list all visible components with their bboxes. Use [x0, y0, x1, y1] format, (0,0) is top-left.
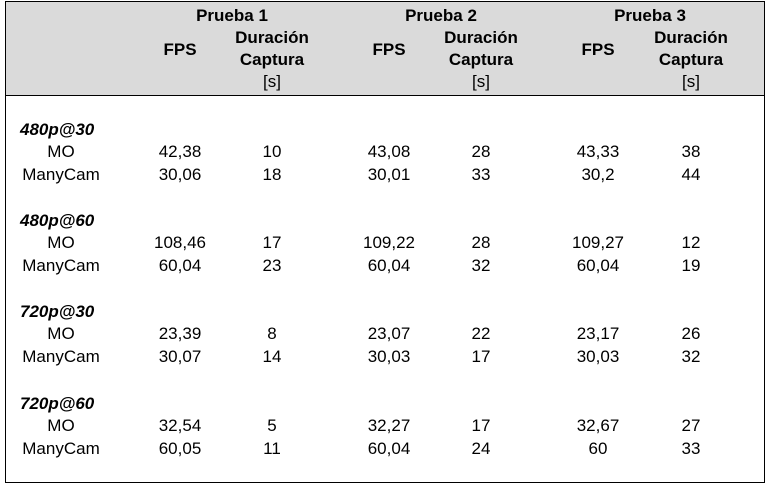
cell-duration-2: 28	[471, 233, 491, 252]
cell-duration-1: 17	[262, 233, 282, 252]
results-table: Prueba 1 FPS Duración Captura [s] Prueba…	[5, 1, 765, 483]
cell-fps-2: 109,22	[363, 233, 415, 252]
cell-fps-2: 30,03	[367, 347, 411, 366]
cell-fps-1: 23,39	[158, 324, 202, 343]
cell-fps-3: 60,04	[576, 256, 620, 275]
row-label-manycam: ManyCam	[22, 165, 100, 184]
cell-duration-3: 38	[681, 142, 701, 161]
cell-fps-3: 60	[588, 439, 608, 458]
group-label-480p60: 480p@60	[20, 211, 95, 230]
group-label-480p30: 480p@30	[20, 120, 95, 139]
cell-fps-2: 60,04	[367, 256, 411, 275]
cell-fps-1: 30,07	[158, 347, 202, 366]
cell-duration-2: 22	[471, 324, 491, 343]
row-label-mo: MO	[47, 324, 75, 343]
group-label-720p60: 720p@60	[20, 394, 95, 413]
cell-duration-1: 18	[262, 165, 282, 184]
test-1-fps-header: FPS	[163, 40, 197, 59]
cell-duration-3: 27	[681, 416, 701, 435]
cell-fps-3: 43,33	[576, 142, 620, 161]
duration-label-line2: Captura	[658, 50, 724, 69]
cell-duration-2: 17	[471, 416, 491, 435]
cell-duration-2: 28	[471, 142, 491, 161]
test-3-title: Prueba 3	[614, 6, 686, 25]
cell-fps-2: 32,27	[367, 416, 411, 435]
duration-label-line1: Duración	[654, 28, 728, 47]
cell-duration-3: 33	[681, 439, 701, 458]
cell-fps-3: 23,17	[576, 324, 620, 343]
cell-fps-3: 30,2	[581, 165, 615, 184]
test-3-duration-header: Duración Captura [s]	[654, 27, 728, 93]
duration-label-line1: Duración	[444, 28, 518, 47]
cell-fps-1: 60,05	[158, 439, 202, 458]
cell-duration-1: 14	[262, 347, 282, 366]
cell-fps-2: 60,04	[367, 439, 411, 458]
test-1-title: Prueba 1	[196, 6, 268, 25]
cell-duration-1: 8	[267, 324, 277, 343]
duration-unit: [s]	[472, 72, 490, 91]
test-2-fps-header: FPS	[372, 40, 406, 59]
test-2-title: Prueba 2	[405, 6, 477, 25]
cell-fps-1: 30,06	[158, 165, 202, 184]
row-label-mo: MO	[47, 416, 75, 435]
row-label-manycam: ManyCam	[22, 256, 100, 275]
row-label-mo: MO	[47, 233, 75, 252]
cell-duration-3: 32	[681, 347, 701, 366]
duration-label-line2: Captura	[239, 50, 305, 69]
cell-fps-2: 23,07	[367, 324, 411, 343]
duration-unit: [s]	[682, 72, 700, 91]
cell-fps-1: 108,46	[154, 233, 206, 252]
cell-fps-3: 30,03	[576, 347, 620, 366]
table-header: Prueba 1 FPS Duración Captura [s] Prueba…	[6, 2, 764, 96]
cell-duration-2: 33	[471, 165, 491, 184]
cell-duration-1: 11	[263, 439, 281, 458]
cell-duration-1: 10	[262, 142, 282, 161]
row-label-mo: MO	[47, 142, 75, 161]
test-2-duration-header: Duración Captura [s]	[444, 27, 518, 93]
cell-fps-3: 109,27	[572, 233, 624, 252]
cell-duration-3: 26	[681, 324, 701, 343]
cell-duration-3: 44	[681, 165, 701, 184]
cell-duration-2: 32	[471, 256, 491, 275]
cell-duration-3: 12	[681, 233, 701, 252]
row-label-manycam: ManyCam	[22, 439, 100, 458]
duration-label-line2: Captura	[448, 50, 514, 69]
cell-duration-3: 19	[681, 256, 701, 275]
cell-duration-1: 23	[262, 256, 282, 275]
duration-unit: [s]	[263, 72, 281, 91]
cell-fps-2: 30,01	[367, 165, 411, 184]
cell-fps-1: 32,54	[158, 416, 202, 435]
cell-duration-2: 17	[471, 347, 491, 366]
test-3-fps-header: FPS	[581, 40, 615, 59]
duration-label-line1: Duración	[235, 28, 309, 47]
cell-duration-1: 5	[267, 416, 277, 435]
cell-fps-2: 43,08	[367, 142, 411, 161]
cell-duration-2: 24	[471, 439, 491, 458]
cell-fps-1: 60,04	[158, 256, 202, 275]
group-label-720p30: 720p@30	[20, 302, 95, 321]
test-1-duration-header: Duración Captura [s]	[235, 27, 309, 93]
cell-fps-1: 42,38	[158, 142, 202, 161]
cell-fps-3: 32,67	[576, 416, 620, 435]
row-label-manycam: ManyCam	[22, 347, 100, 366]
